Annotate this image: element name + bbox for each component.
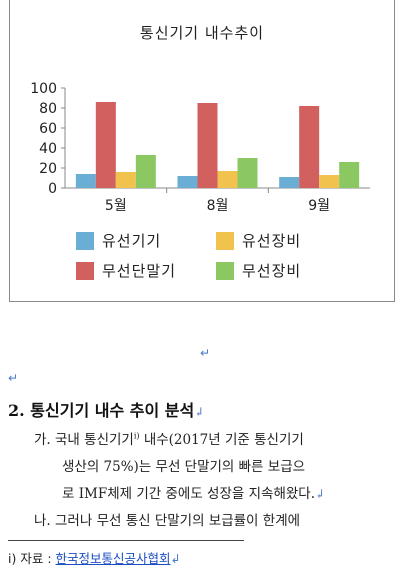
paragraph-text: 로 IMF체제 기간 중에도 성장을 지속해왔다.: [62, 486, 315, 502]
bar-무선단말기-9월: [299, 106, 320, 188]
paragraph-mark: ↵: [200, 346, 211, 360]
footnote-source-link[interactable]: 한국정보통신공사협회: [55, 551, 171, 566]
paragraph-label: 가.: [34, 432, 51, 448]
bar-무선장비-8월: [237, 158, 258, 188]
legend-item: 유선기기: [76, 230, 161, 251]
bar-무선장비-9월: [339, 162, 360, 188]
paragraph-line: 가. 국내 통신기기i) 내수(2017년 기준 통신기기: [34, 428, 304, 449]
legend-swatch: [76, 231, 94, 250]
legend-label: 유선장비: [242, 232, 302, 250]
bar-무선단말기-5월: [95, 102, 116, 188]
x-tick-label: 5월: [105, 198, 127, 214]
bar-유선장비-8월: [217, 171, 238, 188]
y-tick-label: 20: [39, 161, 57, 177]
bar-유선장비-5월: [115, 172, 136, 188]
footnote-ref: i): [8, 551, 17, 566]
line-break-mark: ↲: [315, 487, 326, 501]
bar-무선단말기-8월: [197, 103, 218, 188]
legend-label: 무선단말기: [102, 262, 177, 280]
legend-item: 무선장비: [216, 260, 301, 281]
paragraph-label: 나.: [34, 513, 51, 529]
legend-label: 무선장비: [242, 262, 302, 280]
bar-무선장비-5월: [135, 155, 156, 188]
y-tick-label: 100: [30, 81, 57, 97]
paragraph-text: 내수(2017년 기준 통신기기: [143, 432, 304, 448]
chart-title: 통신기기 내수추이: [139, 24, 265, 42]
bar-유선기기-9월: [279, 177, 300, 188]
x-tick-label: 8월: [207, 198, 229, 214]
paragraph-line: 로 IMF체제 기간 중에도 성장을 지속해왔다.↲: [62, 482, 325, 502]
section-number: 2.: [8, 401, 25, 420]
section-title: 통신기기 내수 추이 분석: [30, 401, 195, 420]
paragraph-text: 생산의 75%)는 무선 단말기의 빠른 보급으: [62, 459, 306, 475]
legend-label: 유선기기: [102, 232, 162, 250]
line-break-mark: ↲: [170, 552, 181, 566]
y-tick-label: 80: [39, 101, 57, 117]
bar-유선장비-9월: [319, 175, 340, 188]
legend-item: 유선장비: [216, 230, 301, 251]
paragraph-mark: ↵: [8, 371, 19, 385]
paragraph-text: 그러나 무선 통신 단말기의 보급률이 한계에: [55, 513, 301, 529]
legend-swatch: [216, 231, 234, 250]
y-tick-label: 40: [39, 141, 57, 157]
y-tick-label: 60: [39, 121, 57, 137]
paragraph-line: 생산의 75%)는 무선 단말기의 빠른 보급으: [62, 455, 305, 475]
footnote-separator: [8, 540, 244, 541]
paragraph-line: 나. 그러나 무선 통신 단말기의 보급률이 한계에: [34, 509, 300, 529]
legend-item: 무선단말기: [76, 260, 176, 281]
section-heading: 2. 통신기기 내수 추이 분석↲: [8, 397, 204, 421]
y-tick-label: 0: [48, 181, 57, 197]
footnote: i) 자료 : 한국정보통신공사협회↲: [8, 548, 181, 567]
legend-swatch: [76, 261, 94, 280]
bar-chart: 0 20 40 60 80 100 5월 8월 9월: [30, 81, 370, 214]
footnote-label: 자료 :: [20, 551, 52, 566]
line-break-mark: ↲: [194, 405, 205, 419]
legend-swatch: [216, 261, 234, 280]
x-tick-label: 9월: [308, 198, 330, 214]
footnote-reference[interactable]: i): [133, 431, 140, 441]
paragraph-text: 국내 통신기기: [55, 432, 134, 448]
bar-유선기기-5월: [75, 174, 96, 188]
bar-유선기기-8월: [177, 176, 198, 188]
